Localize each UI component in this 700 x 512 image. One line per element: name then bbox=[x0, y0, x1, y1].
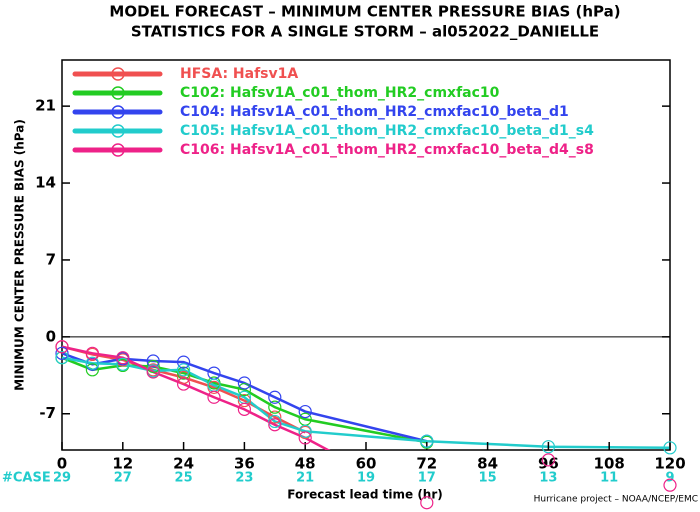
y-tick-label: -7 bbox=[39, 404, 56, 422]
point-marker bbox=[55, 340, 69, 354]
x-tick-label: 24 bbox=[173, 455, 194, 473]
y-tick-label: 7 bbox=[46, 250, 56, 268]
x-tick-label: 108 bbox=[594, 455, 625, 473]
chart-subtitle: STATISTICS FOR A SINGLE STORM – al052022… bbox=[131, 23, 599, 41]
point-marker bbox=[146, 354, 160, 368]
case-count: 23 bbox=[235, 471, 253, 486]
point-marker bbox=[116, 351, 130, 365]
point-marker bbox=[177, 355, 191, 369]
point-marker bbox=[85, 346, 100, 360]
x-axis-label: Forecast lead time (hr) bbox=[287, 488, 443, 502]
point-marker bbox=[55, 351, 69, 365]
case-count: 15 bbox=[479, 471, 497, 486]
case-count: 27 bbox=[114, 471, 132, 486]
legend-label: C105: Hafsv1A_c01_thom_HR2_cmxfac10_beta… bbox=[180, 123, 594, 139]
legend-marker bbox=[111, 143, 125, 157]
y-axis-label: MINIMUM CENTER PRESSURE BIAS (hPa) bbox=[13, 119, 27, 391]
point-marker bbox=[177, 363, 191, 377]
point-marker bbox=[268, 410, 282, 424]
y-tick-label: 0 bbox=[46, 327, 56, 345]
point-marker bbox=[541, 453, 556, 467]
point-marker bbox=[237, 376, 251, 390]
y-tick-label: 21 bbox=[35, 97, 56, 115]
legend-marker bbox=[111, 124, 125, 138]
legend-marker bbox=[111, 67, 125, 81]
y-tick-label: 14 bbox=[35, 174, 56, 192]
point-marker bbox=[116, 357, 130, 371]
series-line bbox=[62, 352, 428, 443]
point-marker bbox=[177, 370, 191, 385]
point-marker bbox=[146, 365, 160, 379]
chart-title: MODEL FORECAST – MINIMUM CENTER PRESSURE… bbox=[109, 3, 620, 21]
point-marker bbox=[420, 496, 434, 510]
point-marker bbox=[237, 382, 251, 397]
case-count: 9 bbox=[665, 471, 674, 486]
point-marker bbox=[268, 418, 282, 432]
cases-label: #CASE bbox=[2, 471, 51, 486]
point-marker bbox=[177, 377, 191, 391]
legend-label: C104: Hafsv1A_c01_thom_HR2_cmxfac10_beta… bbox=[180, 104, 569, 120]
point-marker bbox=[268, 414, 282, 429]
x-tick-label: 96 bbox=[538, 455, 559, 473]
legend-marker bbox=[111, 86, 125, 100]
x-tick-label: 120 bbox=[654, 455, 685, 473]
case-count: 13 bbox=[539, 471, 557, 486]
case-count: 17 bbox=[418, 471, 436, 486]
legend-marker bbox=[111, 105, 125, 119]
point-marker bbox=[268, 400, 282, 414]
point-marker bbox=[268, 390, 282, 404]
x-tick-label: 48 bbox=[295, 455, 316, 473]
point-marker bbox=[237, 402, 251, 416]
point-marker bbox=[298, 404, 312, 419]
x-tick-label: 0 bbox=[57, 455, 67, 473]
point-marker bbox=[541, 440, 556, 454]
legend-label: HFSA: Hafsv1A bbox=[180, 66, 298, 82]
point-marker bbox=[207, 390, 221, 404]
case-count: 29 bbox=[53, 471, 71, 486]
point-marker bbox=[177, 366, 191, 380]
point-marker bbox=[663, 441, 677, 455]
point-marker bbox=[55, 346, 69, 360]
point-marker bbox=[298, 431, 312, 445]
case-count: 19 bbox=[357, 471, 375, 486]
x-tick-label: 72 bbox=[416, 455, 437, 473]
case-count: 11 bbox=[600, 471, 618, 486]
point-marker bbox=[85, 356, 100, 370]
point-marker bbox=[146, 359, 160, 374]
legend-label: C102: Hafsv1A_c01_thom_HR2_cmxfac10 bbox=[180, 85, 500, 101]
legend-label: C106: Hafsv1A_c01_thom_HR2_cmxfac10_beta… bbox=[180, 142, 594, 158]
point-marker bbox=[420, 434, 434, 448]
point-marker bbox=[298, 424, 312, 438]
case-count: 21 bbox=[296, 471, 314, 486]
footer: Hurricane project – NOAA/NCEP/EMC bbox=[534, 495, 698, 505]
x-tick-label: 84 bbox=[477, 455, 498, 473]
x-tick-label: 60 bbox=[356, 455, 377, 473]
x-tick-label: 36 bbox=[234, 455, 255, 473]
point-marker bbox=[663, 478, 677, 492]
point-marker bbox=[237, 393, 251, 408]
x-tick-label: 12 bbox=[112, 455, 133, 473]
point-marker bbox=[85, 363, 100, 377]
case-count: 25 bbox=[175, 471, 193, 486]
